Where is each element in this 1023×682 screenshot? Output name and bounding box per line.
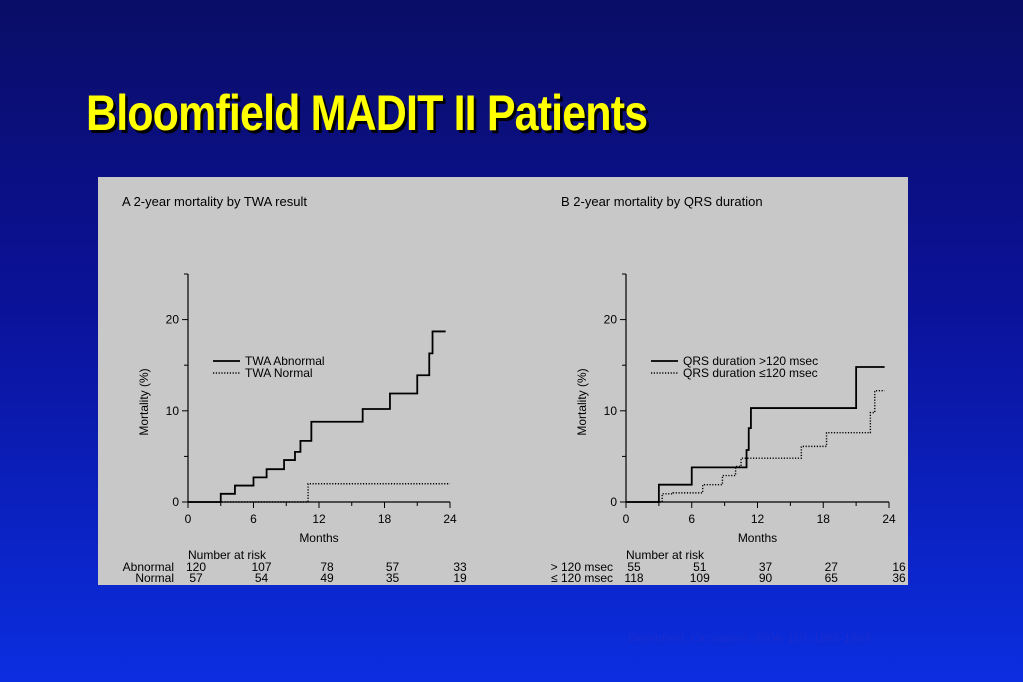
- chart-b-x-tick-label: 12: [751, 512, 765, 526]
- chart-b-risk-value: 36: [892, 571, 906, 585]
- chart-a-y-tick-label: 20: [166, 313, 180, 327]
- chart-a-risk-value: 54: [255, 571, 269, 585]
- chart-b-legend-label-1: QRS duration >120 msec: [683, 354, 818, 368]
- chart-a-legend-label-1: TWA Abnormal: [245, 354, 325, 368]
- chart-b-x-tick-label: 24: [882, 512, 896, 526]
- chart-b-y-tick-label: 10: [604, 404, 618, 418]
- chart-b-series-line-1: [626, 366, 885, 503]
- chart-b-title: B 2-year mortality by QRS duration: [561, 194, 763, 209]
- chart-a-risk-value: 107: [251, 560, 271, 574]
- chart-a-legend-label-2: TWA Normal: [245, 366, 313, 380]
- chart-b-risk-value: 37: [759, 560, 773, 574]
- chart-a-risk-value: 19: [453, 571, 467, 585]
- chart-a-risk-table-header: Number at risk: [188, 548, 267, 562]
- chart-a-risk-row-label: Normal: [135, 571, 174, 585]
- chart-b-risk-value: 65: [825, 571, 839, 585]
- chart-b-x-axis-label: Months: [738, 531, 777, 545]
- chart-b-risk-value: 27: [825, 560, 839, 574]
- chart-b-y-axis-label: Mortality (%): [575, 368, 589, 435]
- chart-a-risk-value: 33: [453, 560, 467, 574]
- chart-b-y-tick-label: 20: [604, 313, 618, 327]
- chart-b-x-tick-label: 6: [688, 512, 695, 526]
- chart-b-risk-value: 118: [624, 571, 643, 585]
- chart-a-x-tick-label: 0: [185, 512, 192, 526]
- chart-b-legend-label-2: QRS duration ≤120 msec: [683, 366, 818, 380]
- chart-b-risk-value: 51: [693, 560, 707, 574]
- chart-b-risk-value: 90: [759, 571, 773, 585]
- chart-b-risk-row-label: > 120 msec: [551, 560, 613, 574]
- chart-b-risk-row-label: ≤ 120 msec: [551, 571, 613, 585]
- chart-b-risk-table-header: Number at risk: [626, 548, 705, 562]
- chart-a-x-tick-label: 6: [250, 512, 257, 526]
- chart-b-risk-value: 55: [627, 560, 641, 574]
- figure-panel: A 2-year mortality by TWA result 0 10 20 0 6 1…: [98, 177, 908, 585]
- chart-a-risk-value: 57: [386, 560, 400, 574]
- chart-a-series-line-1: [188, 330, 446, 503]
- chart-a-x-tick-label: 12: [312, 512, 326, 526]
- chart-a-risk-value: 57: [189, 571, 203, 585]
- chart-a-risk-value: 78: [320, 560, 334, 574]
- slide-title: Bloomfield MADIT II Patients: [86, 85, 648, 141]
- citation: Bloomfield, Circulation, 2004; 110: 1885…: [628, 631, 871, 645]
- chart-a-risk-value: 35: [386, 571, 400, 585]
- chart-a-risk-row-label: Abnormal: [123, 560, 174, 574]
- chart-a-series-line-2: [188, 483, 450, 503]
- chart-a-risk-value: 120: [186, 560, 206, 574]
- chart-a-y-tick-label: 0: [172, 495, 179, 509]
- chart-b-risk-value: 109: [690, 571, 710, 585]
- chart-a-x-axis-label: Months: [299, 531, 338, 545]
- chart-a-title: A 2-year mortality by TWA result: [122, 194, 307, 209]
- chart-a-x-tick-label: 24: [443, 512, 457, 526]
- chart-b-x-tick-label: 18: [817, 512, 831, 526]
- chart-a-y-axis-label: Mortality (%): [137, 368, 151, 435]
- chart-a-x-tick-label: 18: [378, 512, 392, 526]
- figure-svg: A 2-year mortality by TWA result 0 10 20 0 6 1…: [122, 194, 906, 585]
- chart-a-risk-value: 49: [320, 571, 334, 585]
- chart-b-y-tick-label: 0: [610, 495, 617, 509]
- chart-b-series-line-2: [626, 390, 885, 503]
- chart-a-y-tick-label: 10: [166, 404, 180, 418]
- chart-b-x-tick-label: 0: [623, 512, 630, 526]
- chart-b-risk-value: 16: [892, 560, 906, 574]
